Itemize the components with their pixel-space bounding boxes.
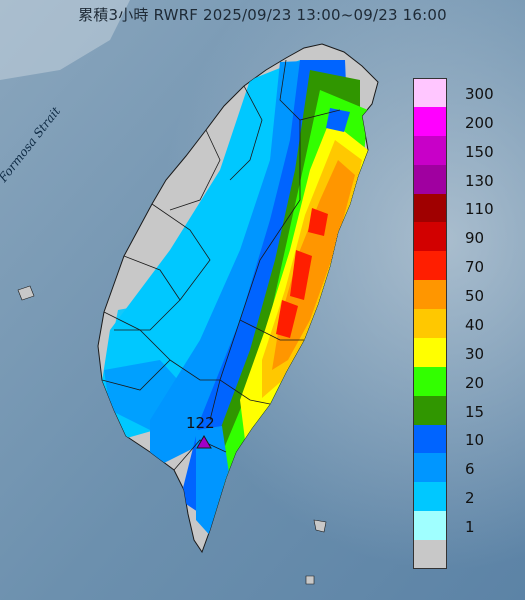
map-title: 累積3小時 RWRF 2025/09/23 13:00~09/23 16:00 bbox=[78, 6, 447, 24]
legend-swatch bbox=[413, 280, 447, 310]
legend-swatch bbox=[413, 511, 447, 541]
legend-label: 110 bbox=[465, 200, 494, 219]
legend-swatch bbox=[413, 309, 447, 338]
legend-swatch bbox=[413, 424, 447, 454]
max-station-marker bbox=[196, 435, 212, 449]
legend-row: 2 bbox=[413, 482, 521, 512]
legend-label: 20 bbox=[465, 373, 485, 392]
legend-label: 70 bbox=[465, 258, 485, 277]
max-station-value: 122 bbox=[186, 414, 215, 432]
legend-swatch bbox=[413, 482, 447, 512]
legend-swatch bbox=[413, 78, 447, 107]
legend-label: 1 bbox=[465, 518, 475, 537]
legend-swatch bbox=[413, 395, 447, 425]
legend-row: 50 bbox=[413, 280, 521, 310]
legend-row: 6 bbox=[413, 453, 521, 483]
legend-swatch bbox=[413, 135, 447, 165]
legend-label: 300 bbox=[465, 84, 494, 103]
legend-row: 200 bbox=[413, 106, 521, 136]
legend-swatch bbox=[413, 222, 447, 252]
legend-row: 130 bbox=[413, 164, 521, 194]
legend-label: 130 bbox=[465, 171, 494, 190]
legend-swatch bbox=[413, 251, 447, 281]
legend-label: 15 bbox=[465, 402, 485, 421]
legend-label: 200 bbox=[465, 113, 494, 132]
legend-row: 110 bbox=[413, 193, 521, 223]
legend-row: 150 bbox=[413, 135, 521, 165]
legend-row: 40 bbox=[413, 309, 521, 338]
legend-row: 20 bbox=[413, 366, 521, 396]
legend-swatch bbox=[413, 337, 447, 367]
legend-swatch bbox=[413, 164, 447, 194]
legend-row: 15 bbox=[413, 395, 521, 425]
legend-row: 70 bbox=[413, 251, 521, 281]
legend-label: 30 bbox=[465, 344, 485, 363]
legend-label: 10 bbox=[465, 431, 485, 450]
legend-swatch bbox=[413, 106, 447, 136]
legend-label: 2 bbox=[465, 489, 475, 508]
legend-row: 30 bbox=[413, 337, 521, 367]
legend-swatch bbox=[413, 193, 447, 223]
legend-label: 150 bbox=[465, 142, 494, 161]
legend-label: 90 bbox=[465, 229, 485, 248]
legend-label: 6 bbox=[465, 460, 475, 479]
legend-label: 50 bbox=[465, 287, 485, 306]
legend-label: 40 bbox=[465, 315, 485, 334]
legend-row: 10 bbox=[413, 424, 521, 454]
legend-row: 1 bbox=[413, 511, 521, 541]
legend-row bbox=[413, 540, 521, 569]
legend-swatch bbox=[413, 453, 447, 483]
legend-row: 90 bbox=[413, 222, 521, 252]
legend-row: 300 bbox=[413, 78, 521, 107]
legend-swatch bbox=[413, 366, 447, 396]
legend-swatch bbox=[413, 540, 447, 569]
